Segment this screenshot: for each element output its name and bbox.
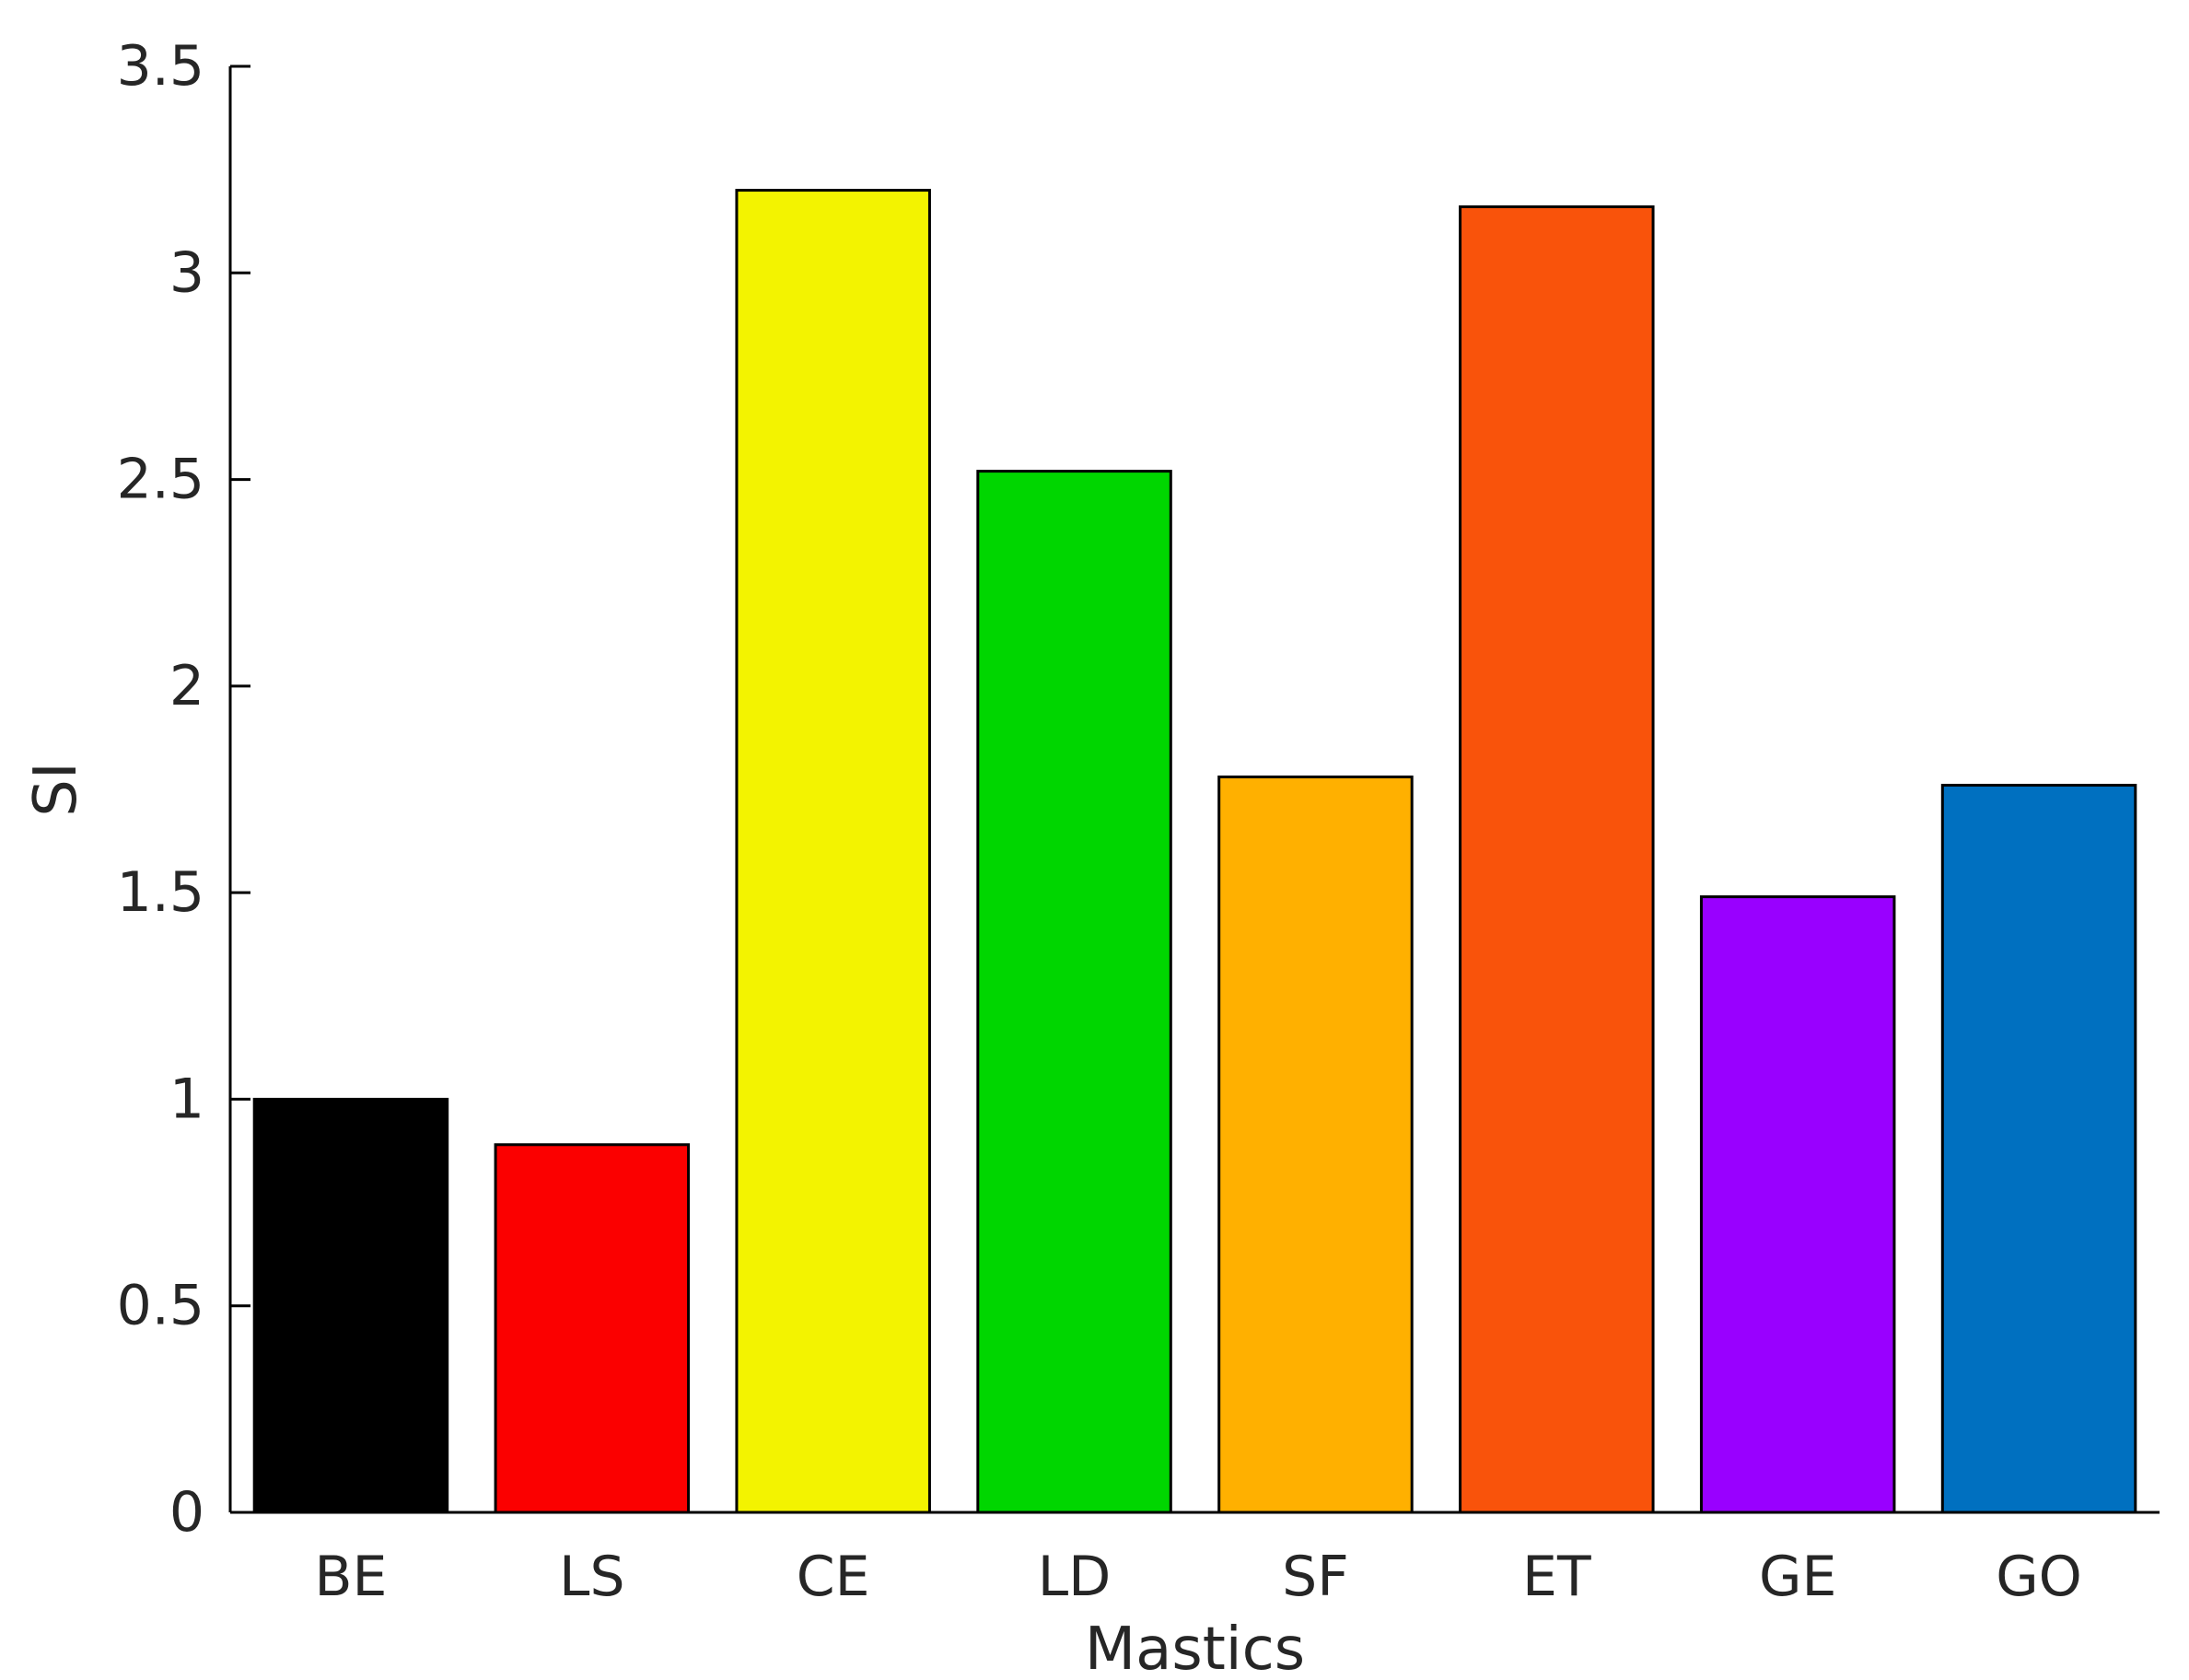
x-tick-label: SF	[1282, 1545, 1349, 1609]
y-tick-label: 0	[169, 1480, 204, 1545]
axes-layer	[228, 66, 2160, 1514]
y-tick-label: 3.5	[117, 34, 204, 99]
x-tick-label: ET	[1522, 1545, 1591, 1609]
bar-ge	[1699, 895, 1896, 1514]
bar-ls	[494, 1143, 691, 1514]
y-tick-label: 3	[169, 240, 204, 305]
y-tick-label: 0.5	[117, 1274, 204, 1338]
bar-ld	[976, 470, 1172, 1514]
x-tick-label: CE	[797, 1545, 870, 1609]
x-ticks: BE LS CE LD SF ET GE GO	[314, 1545, 2082, 1609]
x-tick-label: LS	[559, 1545, 625, 1609]
bar-be	[252, 1097, 449, 1514]
x-tick-label: BE	[314, 1545, 387, 1609]
y-tick-label: 2.5	[117, 448, 204, 512]
bars-layer	[252, 189, 2137, 1514]
bar-ce	[735, 189, 931, 1514]
y-ticks: 0 0.5 1 1.5 2 2.5 3 3.5	[117, 34, 250, 1545]
y-tick-label: 2	[169, 654, 204, 718]
y-axis-title: SI	[22, 762, 90, 817]
x-tick-label: GE	[1759, 1545, 1836, 1609]
bar-sf	[1217, 776, 1414, 1514]
x-tick-label: GO	[1996, 1545, 2082, 1609]
bar-et	[1459, 205, 1655, 1514]
y-tick-label: 1.5	[117, 860, 204, 925]
x-axis-title: Mastics	[1085, 1616, 1305, 1680]
x-tick-label: LD	[1038, 1545, 1112, 1609]
bar-go	[1940, 784, 2137, 1514]
y-tick-label: 1	[169, 1067, 204, 1131]
